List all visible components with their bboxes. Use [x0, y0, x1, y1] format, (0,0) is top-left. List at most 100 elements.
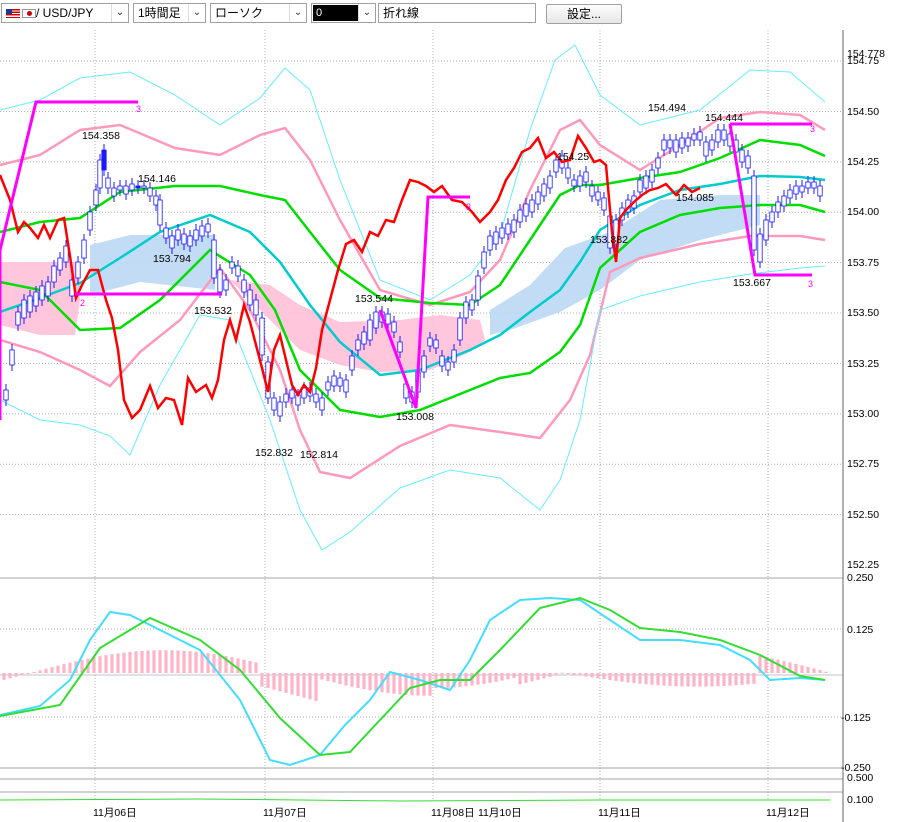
candle-up: [163, 227, 169, 239]
candle-up: [655, 157, 661, 169]
macd-histogram-bar: [542, 673, 546, 679]
candle-up: [601, 197, 607, 211]
macd-histogram-bar: [356, 673, 360, 688]
cloud-bear: [230, 280, 485, 372]
candle-up: [433, 339, 439, 349]
macd-histogram-bar: [146, 650, 150, 673]
macd-histogram-bar: [584, 673, 588, 677]
candle-up: [331, 375, 337, 387]
macd-histogram-bar: [158, 650, 162, 673]
macd-histogram-bar: [716, 673, 720, 687]
candle-up: [541, 183, 547, 197]
macd-histogram-bar: [20, 673, 24, 676]
symbol-select[interactable]: / USD/JPY ⌄: [1, 3, 129, 23]
timeframe-select[interactable]: 1時間足 ⌄: [133, 3, 206, 23]
bb-lower-3sigma: [0, 265, 826, 551]
candle-up: [241, 279, 247, 293]
candle-up: [637, 179, 643, 193]
tool-select[interactable]: 0 ⌄: [311, 3, 376, 23]
chevron-down-icon[interactable]: ⌄: [289, 4, 306, 22]
chart-style-select[interactable]: ローソク ⌄: [210, 3, 307, 23]
candle-up: [505, 223, 511, 235]
candle-up: [499, 227, 505, 239]
settings-button[interactable]: 設定...: [546, 4, 622, 24]
zigzag-segment: [378, 195, 470, 409]
macd-histogram-bar: [482, 673, 486, 684]
macd-histogram-bar: [614, 673, 618, 681]
ichimoku-cloud: [0, 195, 760, 372]
macd-histogram-bar: [794, 663, 798, 673]
macd-histogram-bar: [374, 673, 378, 692]
candle-up: [319, 397, 325, 411]
candle-up: [763, 219, 769, 241]
macd-histogram-bar: [560, 672, 564, 674]
macd-histogram-bar: [596, 673, 600, 679]
candle-up: [805, 181, 811, 189]
candle-up: [39, 285, 45, 301]
candle-up: [75, 261, 81, 279]
candle-up: [361, 331, 367, 345]
candle-up: [529, 199, 535, 213]
candle-up: [391, 321, 397, 333]
zigzag-mark: 2: [80, 298, 85, 308]
candle-up: [721, 129, 727, 141]
macd-histogram-bar: [788, 662, 792, 673]
candle-up: [703, 141, 709, 157]
macd-histogram-bar: [698, 673, 702, 687]
candle-up: [169, 235, 175, 249]
price-axis-label: 152.75: [847, 458, 879, 470]
macd-histogram-bar: [476, 673, 480, 685]
date-label: 11月08日: [431, 807, 475, 819]
candle-up: [787, 189, 793, 199]
date-label: 11月10日: [478, 807, 522, 819]
macd-histogram-bar: [254, 662, 258, 673]
line-type-field[interactable]: 折れ線: [378, 3, 536, 23]
zigzag-segment: [0, 100, 138, 251]
macd-histogram-bar: [686, 673, 690, 687]
macd-histogram-bar: [554, 673, 558, 676]
chart-area: 3 2 3 3 3 154.358 154.146 153.794 153.532 152.83…: [0, 30, 885, 822]
candle-up: [129, 183, 135, 191]
candle-up: [523, 203, 529, 217]
tool-value: 0: [313, 5, 359, 21]
candle-up: [535, 191, 541, 205]
macd-histogram-bar: [134, 651, 138, 673]
candle-up: [313, 393, 319, 403]
candle-up: [775, 201, 781, 213]
macd-histogram-bar: [302, 673, 306, 698]
candle-up: [421, 355, 427, 373]
candle-up: [553, 159, 559, 173]
candle-up: [289, 389, 295, 399]
macd-histogram-bar: [314, 673, 318, 701]
candle-up: [33, 291, 39, 307]
chevron-down-icon[interactable]: ⌄: [358, 4, 375, 22]
macd-histogram-bar: [764, 657, 768, 673]
candle-up: [217, 269, 223, 293]
candle-up: [45, 281, 51, 297]
macd-histogram-bar: [392, 673, 396, 694]
macd-histogram-bar: [536, 673, 540, 680]
macd-histogram-bar: [56, 665, 60, 673]
macd-histogram-bar: [164, 650, 168, 673]
chevron-down-icon[interactable]: ⌄: [111, 4, 128, 22]
line-type-label: 折れ線: [383, 6, 420, 20]
macd-histogram-bar: [8, 673, 12, 679]
macd-histogram-bar: [800, 665, 804, 673]
chevron-down-icon[interactable]: ⌄: [188, 4, 205, 22]
macd-histogram-bar: [548, 673, 552, 677]
macd-axis-label: 0.125: [847, 624, 873, 636]
price-labels: 154.358 154.146 153.794 153.532 152.832 152.8…: [82, 102, 771, 461]
chart-style-label: ローソク: [215, 6, 264, 20]
candle-up: [3, 389, 9, 401]
price-axis-label: 153.25: [847, 358, 879, 370]
macd-histogram-bar: [404, 673, 408, 695]
price-label: 153.008: [396, 411, 434, 423]
macd-histogram-bar: [122, 652, 126, 673]
price-axis-label: 152.50: [847, 509, 879, 521]
sub-axis-label: 0.100: [847, 794, 873, 806]
price-label: 154.358: [82, 130, 120, 142]
price-label: 152.832: [255, 447, 293, 459]
bb-lower-2sigma: [0, 234, 826, 480]
sub-axis-label: 0.500: [847, 772, 873, 784]
